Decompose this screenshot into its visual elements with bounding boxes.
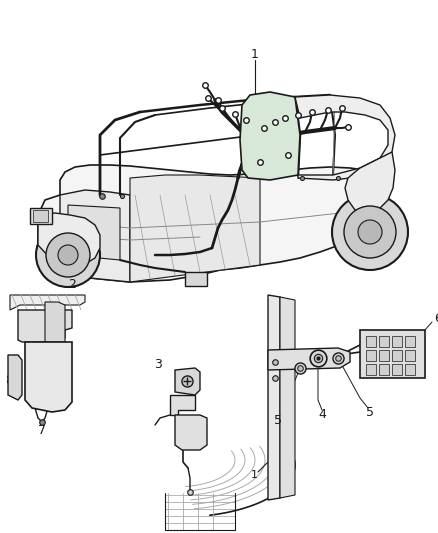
Bar (365, 350, 375, 361)
Bar (359, 330, 424, 378)
Ellipse shape (46, 233, 90, 277)
Bar (391, 364, 401, 375)
Polygon shape (175, 415, 207, 450)
Ellipse shape (36, 223, 100, 287)
Bar (33, 210, 48, 222)
Polygon shape (170, 395, 194, 415)
Text: 3: 3 (154, 359, 162, 372)
Text: 6: 6 (433, 312, 438, 326)
Text: 7: 7 (38, 424, 46, 437)
Bar (404, 336, 414, 347)
Bar (378, 336, 388, 347)
Polygon shape (45, 302, 65, 342)
Bar (391, 336, 401, 347)
Polygon shape (130, 175, 259, 282)
Text: 1: 1 (251, 49, 258, 61)
Polygon shape (18, 310, 72, 342)
Polygon shape (175, 368, 200, 395)
Polygon shape (240, 92, 299, 180)
Bar (365, 336, 375, 347)
Polygon shape (294, 95, 394, 180)
Polygon shape (25, 342, 72, 412)
Bar (404, 364, 414, 375)
Polygon shape (8, 355, 22, 400)
Text: 5: 5 (365, 407, 373, 419)
Text: 5: 5 (273, 414, 281, 426)
Ellipse shape (58, 245, 78, 265)
Text: 8: 8 (5, 374, 13, 386)
Ellipse shape (331, 194, 407, 270)
Polygon shape (267, 348, 349, 370)
Polygon shape (68, 205, 120, 260)
Bar (391, 350, 401, 361)
Bar (378, 364, 388, 375)
Polygon shape (38, 213, 100, 264)
Text: 4: 4 (318, 408, 325, 422)
Ellipse shape (343, 206, 395, 258)
Ellipse shape (357, 220, 381, 244)
Bar (378, 350, 388, 361)
Polygon shape (60, 190, 130, 282)
Bar (404, 350, 414, 361)
Polygon shape (10, 295, 85, 310)
Text: 1: 1 (250, 470, 257, 480)
Bar (30, 208, 52, 224)
Polygon shape (344, 152, 394, 212)
Text: 2: 2 (68, 279, 76, 292)
Polygon shape (279, 297, 294, 498)
Polygon shape (38, 165, 387, 282)
Bar (365, 364, 375, 375)
Polygon shape (267, 295, 279, 500)
Bar (184, 272, 207, 286)
